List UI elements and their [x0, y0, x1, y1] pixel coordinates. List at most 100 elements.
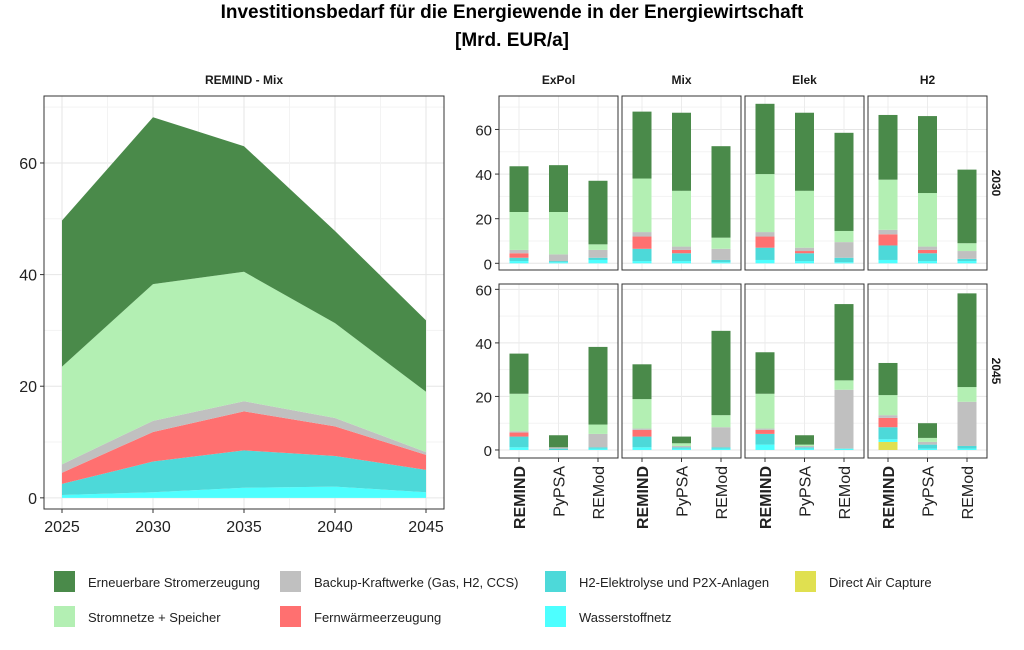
bar-segment-remind-erneuerbare-stromerzeugung	[509, 166, 529, 212]
legend-key-backup-kraftwerke-gas-h2-ccs	[280, 571, 301, 592]
facet-ytick-label: 60	[475, 122, 492, 139]
bar-segment-pypsa-h2-elektrolyse-und-p2x-anlagen	[549, 448, 568, 450]
bar-segment-remod-erneuerbare-stromerzeugung	[834, 304, 854, 381]
area-xtick-label: 2030	[135, 519, 171, 536]
bar-segment-remod-wasserstoffnetz	[588, 259, 608, 264]
bar-segment-remod-stromnetze-speicher	[711, 237, 731, 249]
facet-panel-mix-2045: REMIND PyPSA REMod	[621, 283, 742, 529]
bar-segment-remod-wasserstoffnetz	[711, 448, 731, 450]
facet-border	[744, 95, 865, 271]
bar-segment-remod-stromnetze-speicher	[834, 380, 854, 390]
legend-label-h2-elektrolyse-und-p2x-anlagen: H2-Elektrolyse und P2X-Anlagen	[579, 575, 769, 590]
bar-segment-remod-wasserstoffnetz	[834, 262, 854, 264]
bar-segment-remind-erneuerbare-stromerzeugung	[755, 352, 775, 394]
facet-strip-elek: Elek	[792, 73, 817, 87]
bar-segment-pypsa-h2-elektrolyse-und-p2x-anlagen	[549, 261, 568, 263]
bar-segment-pypsa-stromnetze-speicher	[549, 212, 568, 255]
bar-segment-pypsa-stromnetze-speicher	[672, 443, 691, 446]
bar-segment-remind-stromnetze-speicher	[632, 399, 652, 429]
bar-segment-remind-stromnetze-speicher	[632, 178, 652, 233]
bar-segment-pypsa-wasserstoffnetz	[918, 261, 937, 264]
bar-segment-remind-backup-kraftwerke-gas-h2-ccs	[878, 229, 898, 235]
bar-segment-remind-erneuerbare-stromerzeugung	[509, 353, 529, 394]
bar-segment-remind-erneuerbare-stromerzeugung	[878, 362, 898, 396]
bar-segment-remod-stromnetze-speicher	[834, 230, 854, 243]
bar-segment-pypsa-erneuerbare-stromerzeugung	[549, 165, 568, 212]
facet-panel-h2-2045: REMIND PyPSA REMod	[867, 283, 988, 529]
area-xtick-label: 2025	[44, 519, 80, 536]
bar-segment-remod-backup-kraftwerke-gas-h2-ccs	[588, 433, 608, 448]
bar-segment-remind-h2-elektrolyse-und-p2x-anlagen	[755, 247, 775, 260]
facet-xtick-label-remod: REMod	[714, 466, 731, 519]
bar-segment-pypsa-erneuerbare-stromerzeugung	[672, 112, 691, 191]
facet-panel-mix-2030	[621, 95, 742, 271]
facet-panel-expol-2045: 0 20 40 60 REMIND PyPSA REMod	[475, 282, 619, 529]
bar-segment-remind-wasserstoffnetz	[755, 444, 775, 450]
facet-ytick-label: 40	[475, 336, 492, 353]
bar-segment-remind-backup-kraftwerke-gas-h2-ccs	[878, 415, 898, 418]
facet-border	[867, 95, 988, 271]
bar-segment-pypsa-erneuerbare-stromerzeugung	[795, 112, 814, 191]
bar-segment-remind-direct-air-capture	[878, 441, 898, 450]
bar-segment-remod-wasserstoffnetz	[711, 262, 731, 264]
bar-segment-remind-fernw-rmeerzeugung	[878, 417, 898, 428]
bar-segment-remind-stromnetze-speicher	[509, 212, 529, 250]
bar-segment-pypsa-backup-kraftwerke-gas-h2-ccs	[672, 445, 691, 448]
facet-ytick-label: 20	[475, 212, 492, 229]
facet-row-strip-2045: 2045	[989, 358, 1003, 385]
legend-key-wasserstoffnetz	[545, 606, 566, 627]
bar-segment-remod-erneuerbare-stromerzeugung	[711, 146, 731, 238]
area-series-fernw-rmeerzeugung	[62, 411, 426, 484]
bar-segment-remod-stromnetze-speicher	[957, 387, 977, 402]
facet-xtick-label-remod: REMod	[591, 466, 608, 519]
facet-panel-expol-2030: 0 20 40 60	[475, 95, 619, 273]
bar-segment-remind-wasserstoffnetz	[632, 261, 652, 264]
facet-xtick-label-remod: REMod	[837, 466, 854, 519]
facet-strip-h2: H2	[920, 73, 936, 87]
bar-segment-pypsa-wasserstoffnetz	[795, 448, 814, 450]
facet-panel-h2-2030	[867, 95, 988, 271]
legend-key-direct-air-capture	[795, 571, 816, 592]
bar-segment-pypsa-wasserstoffnetz	[672, 261, 691, 264]
area-ytick-label: 40	[19, 268, 37, 285]
bar-segment-remind-backup-kraftwerke-gas-h2-ccs	[755, 232, 775, 237]
bar-segment-remod-stromnetze-speicher	[588, 244, 608, 250]
area-xtick-label: 2045	[408, 519, 444, 536]
bar-segment-remind-h2-elektrolyse-und-p2x-anlagen	[632, 436, 652, 448]
bar-segment-remod-h2-elektrolyse-und-p2x-anlagen	[711, 447, 731, 449]
facet-xtick-label-pypsa: PyPSA	[552, 466, 569, 517]
bar-segment-remod-backup-kraftwerke-gas-h2-ccs	[957, 401, 977, 446]
bar-segment-remind-stromnetze-speicher	[878, 179, 898, 230]
bar-segment-remind-backup-kraftwerke-gas-h2-ccs	[632, 428, 652, 430]
facet-ytick-label: 20	[475, 389, 492, 406]
bar-segment-pypsa-h2-elektrolyse-und-p2x-anlagen	[672, 253, 691, 262]
facet-xtick-label-pypsa: PyPSA	[798, 466, 815, 517]
legend-label-backup-kraftwerke-gas-h2-ccs: Backup-Kraftwerke (Gas, H2, CCS)	[314, 575, 518, 590]
bar-segment-pypsa-stromnetze-speicher	[918, 437, 937, 442]
facet-ytick-label: 40	[475, 167, 492, 184]
bar-segment-remod-backup-kraftwerke-gas-h2-ccs	[711, 248, 731, 260]
bar-segment-remind-erneuerbare-stromerzeugung	[878, 114, 898, 180]
facet-xtick-label-remind: REMIND	[635, 466, 652, 529]
bar-segment-remind-fernw-rmeerzeugung	[509, 432, 529, 437]
bar-segment-remind-erneuerbare-stromerzeugung	[632, 364, 652, 400]
bar-segment-pypsa-backup-kraftwerke-gas-h2-ccs	[918, 246, 937, 250]
facet-xtick-label-pypsa: PyPSA	[921, 466, 938, 517]
bar-segment-remod-stromnetze-speicher	[957, 243, 977, 252]
area-xtick-label: 2040	[317, 519, 353, 536]
bar-segment-remind-wasserstoffnetz	[878, 439, 898, 442]
legend-key-fernw-rmeerzeugung	[280, 606, 301, 627]
bar-segment-remod-h2-elektrolyse-und-p2x-anlagen	[711, 259, 731, 263]
facet-xtick-label-remind: REMIND	[881, 466, 898, 529]
bar-segment-pypsa-fernw-rmeerzeugung	[672, 249, 691, 254]
bar-segment-remod-erneuerbare-stromerzeugung	[957, 169, 977, 244]
bar-segment-remind-stromnetze-speicher	[755, 174, 775, 233]
bar-segment-remind-h2-elektrolyse-und-p2x-anlagen	[509, 436, 529, 448]
bar-segment-remind-h2-elektrolyse-und-p2x-anlagen	[878, 427, 898, 440]
bar-segment-remod-h2-elektrolyse-und-p2x-anlagen	[588, 257, 608, 260]
bar-segment-pypsa-h2-elektrolyse-und-p2x-anlagen	[918, 444, 937, 449]
bar-segment-pypsa-erneuerbare-stromerzeugung	[672, 436, 691, 444]
facet-ytick-label: 0	[484, 256, 492, 273]
facet-border	[621, 95, 742, 271]
facet-xtick-label-remod: REMod	[960, 466, 977, 519]
